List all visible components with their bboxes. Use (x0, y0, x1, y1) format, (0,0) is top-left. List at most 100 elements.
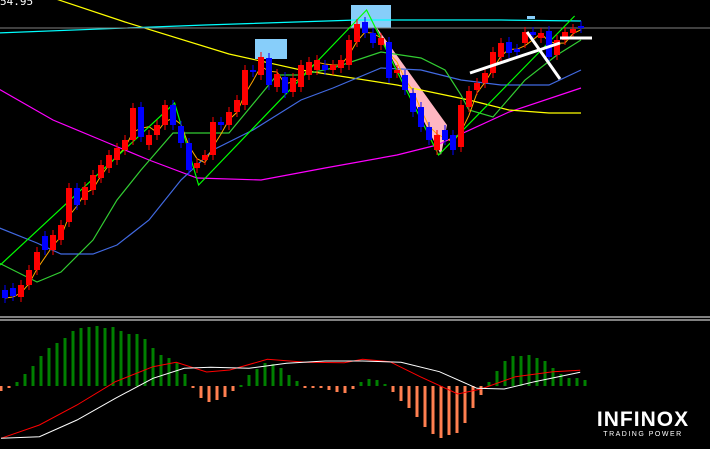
macd-histogram-bar (471, 386, 475, 408)
candle-bearish (530, 32, 536, 35)
candle-bearish (426, 127, 432, 140)
macd-histogram-bar (551, 368, 555, 386)
macd-histogram-bar (111, 327, 115, 386)
candle-bullish (466, 91, 472, 107)
macd-histogram-bar (87, 327, 91, 386)
candle-bullish (298, 65, 304, 87)
macd-histogram-bar (199, 386, 203, 398)
macd-histogram-bar (431, 386, 435, 434)
macd-histogram-bar (231, 386, 235, 391)
candle-bullish (314, 60, 320, 70)
candle-bullish (146, 135, 152, 145)
candle-bullish (234, 100, 240, 112)
candle-bullish (154, 125, 160, 135)
macd-histogram-bar (383, 384, 387, 386)
macd-histogram-bar (55, 343, 59, 386)
macd-histogram-bar (439, 386, 443, 438)
candle-bullish (258, 57, 264, 75)
macd-line (0, 360, 581, 439)
candle-bullish (474, 83, 480, 90)
macd-histogram-bar (319, 386, 323, 388)
macd-histogram-bar (95, 326, 99, 386)
ma-line-cyan (0, 19, 582, 34)
candle-bearish (170, 105, 176, 125)
candle-bullish (306, 62, 312, 75)
candle-bullish (50, 235, 56, 250)
macd-histogram-bar (103, 328, 107, 386)
candle-bullish (242, 70, 248, 105)
macd-histogram-bar (535, 358, 539, 386)
macd-histogram-bar (391, 386, 395, 392)
candle-bearish (10, 288, 16, 296)
candle-bearish (410, 93, 416, 112)
macd-histogram-bar (559, 374, 563, 386)
highlight-box (527, 16, 535, 19)
candle-bullish (18, 285, 24, 297)
macd-histogram-bar (503, 361, 507, 386)
candle-bullish (490, 52, 496, 73)
candle-bullish (434, 135, 440, 150)
ma-line-green (0, 39, 582, 283)
macd-histogram-bar (175, 363, 179, 386)
macd-histogram-bar (303, 386, 307, 388)
macd-histogram-bar (487, 382, 491, 386)
candle-bearish (186, 143, 192, 170)
candle-bearish (386, 42, 392, 78)
candle-bullish (90, 175, 96, 190)
macd-histogram-bar (367, 379, 371, 386)
macd-histogram-bar (183, 374, 187, 386)
macd-histogram-bar (407, 386, 411, 408)
macd-histogram-bar (7, 386, 11, 388)
candle-bullish (202, 155, 208, 160)
macd-histogram-bar (191, 386, 195, 388)
macd-histogram-bar (423, 386, 427, 427)
zigzag-line (0, 8, 576, 266)
macd-histogram-bar (63, 338, 67, 386)
candle-bullish (554, 40, 560, 55)
macd-histogram-bar (583, 380, 587, 386)
macd-histogram-bar (271, 364, 275, 386)
macd-histogram-bar (543, 361, 547, 386)
candle-bearish (2, 290, 8, 298)
candle-bullish (194, 163, 200, 168)
candle-bullish (354, 24, 360, 42)
candle-bullish (106, 155, 112, 168)
candle-bearish (42, 236, 48, 250)
macd-histogram-bar (247, 375, 251, 386)
candle-bearish (402, 75, 408, 90)
macd-histogram-bar (47, 348, 51, 386)
candle-bullish (394, 70, 400, 73)
infinox-logo: INFINOX TRADING POWER (588, 408, 698, 438)
candle-bullish (130, 108, 136, 140)
ma-line-magenta (0, 87, 582, 181)
macd-histogram-bar (279, 368, 283, 386)
macd-histogram-bar (495, 371, 499, 386)
candle-bullish (122, 140, 128, 150)
logo-brand: INFINOX (596, 408, 690, 431)
candle-bullish (162, 105, 168, 125)
candle-bullish (82, 187, 88, 200)
macd-histogram-bar (71, 331, 75, 386)
candle-bearish (322, 65, 328, 70)
highlight-box (255, 39, 287, 59)
candle-bearish (578, 26, 584, 28)
trendline-annotation (469, 41, 561, 75)
ma-line-blue (0, 67, 582, 255)
macd-histogram-bar (215, 386, 219, 400)
candle-bearish (450, 135, 456, 150)
candle-bearish (506, 42, 512, 53)
candle-bearish (442, 130, 448, 140)
candle-bullish (378, 38, 384, 45)
candle-bullish (458, 105, 464, 147)
candle-bullish (522, 32, 528, 43)
candle-bullish (290, 78, 296, 92)
macd-histogram-bar (327, 386, 331, 390)
candle-bullish (34, 252, 40, 270)
macd-histogram-bar (415, 386, 419, 417)
macd-histogram-bar (479, 386, 483, 395)
candle-bearish (546, 31, 552, 57)
macd-histogram-bar (135, 334, 139, 386)
macd-histogram-bar (463, 386, 467, 423)
